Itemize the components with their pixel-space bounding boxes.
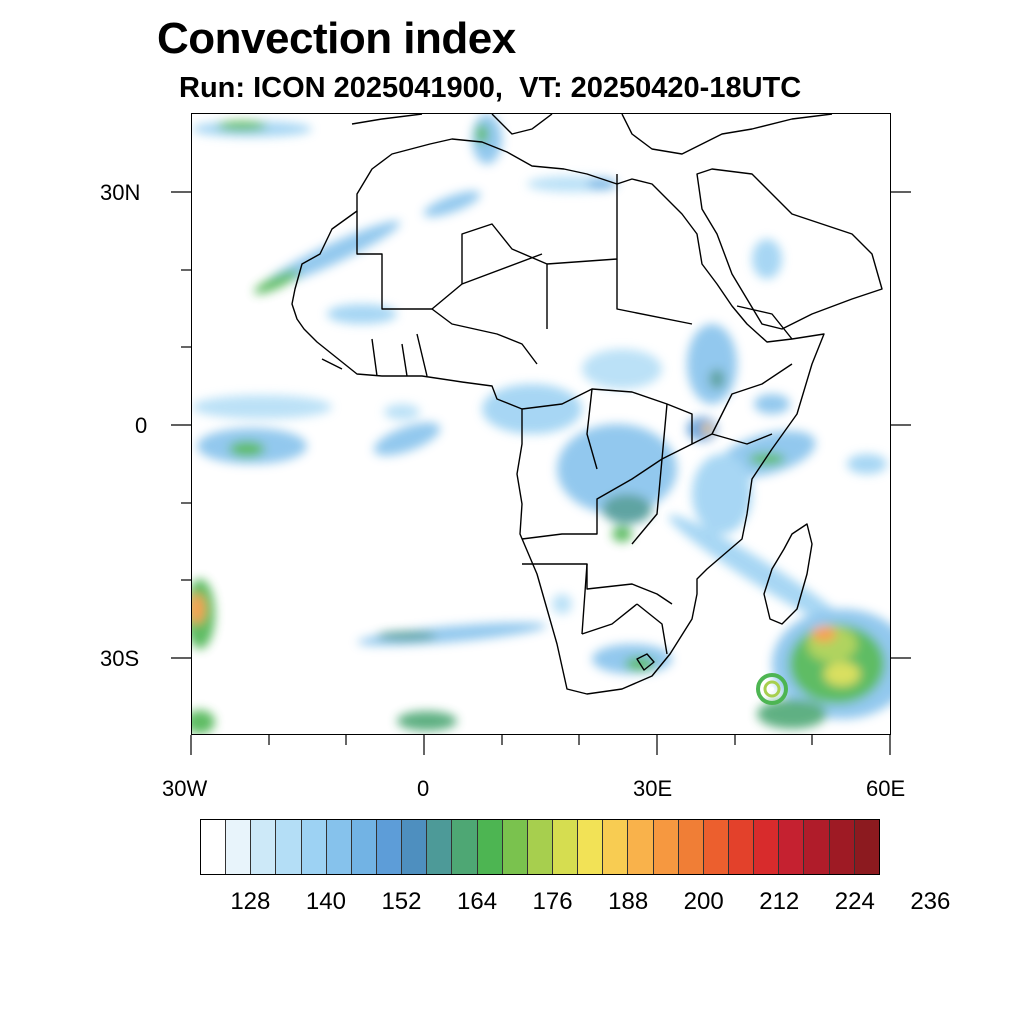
colorbar-box bbox=[351, 820, 377, 874]
colorbar-box bbox=[251, 820, 277, 874]
colorbar-box bbox=[603, 820, 629, 874]
colorbar-box bbox=[653, 820, 679, 874]
colorbar-box bbox=[779, 820, 805, 874]
colorbar-box bbox=[728, 820, 755, 874]
colorbar-box bbox=[527, 820, 553, 874]
colorbar-label: 164 bbox=[457, 888, 498, 915]
lon-label-0: 0 bbox=[417, 776, 430, 801]
colorbar bbox=[200, 819, 880, 875]
colorbar-box bbox=[226, 820, 252, 874]
map-canvas bbox=[192, 114, 890, 734]
lat-label-30s: 30S bbox=[100, 646, 140, 671]
colorbar-box bbox=[301, 820, 327, 874]
lon-label-60e: 60E bbox=[866, 776, 906, 801]
lat-label-0: 0 bbox=[135, 413, 148, 438]
colorbar-box bbox=[326, 820, 352, 874]
colorbar-box bbox=[703, 820, 729, 874]
colorbar-box bbox=[502, 820, 528, 874]
colorbar-box bbox=[754, 820, 780, 874]
lon-label-30e: 30E bbox=[633, 776, 673, 801]
colorbar-box bbox=[552, 820, 579, 874]
colorbar-box bbox=[427, 820, 453, 874]
colorbar-box bbox=[678, 820, 704, 874]
colorbar-label: 236 bbox=[910, 888, 951, 915]
colorbar-box bbox=[854, 820, 879, 874]
colorbar-box bbox=[452, 820, 478, 874]
colorbar-box bbox=[477, 820, 503, 874]
convection-field bbox=[192, 114, 890, 734]
colorbar-label: 200 bbox=[683, 888, 724, 915]
chart-subtitle: Run: ICON 2025041900, VT: 20250420-18UTC bbox=[179, 72, 802, 104]
colorbar-label: 212 bbox=[759, 888, 800, 915]
cyclone-swirl bbox=[756, 673, 788, 705]
colorbar-box bbox=[804, 820, 830, 874]
colorbar-label: 152 bbox=[381, 888, 422, 915]
chart-title: Convection index bbox=[157, 14, 516, 63]
colorbar-box bbox=[276, 820, 302, 874]
colorbar-label: 176 bbox=[532, 888, 573, 915]
map-plot-area bbox=[191, 113, 891, 735]
colorbar-label: 224 bbox=[834, 888, 875, 915]
colorbar-box bbox=[402, 820, 428, 874]
coastlines bbox=[291, 114, 883, 695]
colorbar-box bbox=[376, 820, 403, 874]
colorbar-box bbox=[578, 820, 604, 874]
lon-label-30w: 30W bbox=[162, 776, 208, 801]
colorbar-box bbox=[829, 820, 855, 874]
colorbar-label: 140 bbox=[305, 888, 346, 915]
colorbar-label: 188 bbox=[608, 888, 649, 915]
colorbar-label: 128 bbox=[230, 888, 271, 915]
colorbar-box bbox=[201, 820, 227, 874]
colorbar-box bbox=[628, 820, 654, 874]
lat-label-30n: 30N bbox=[100, 180, 141, 205]
